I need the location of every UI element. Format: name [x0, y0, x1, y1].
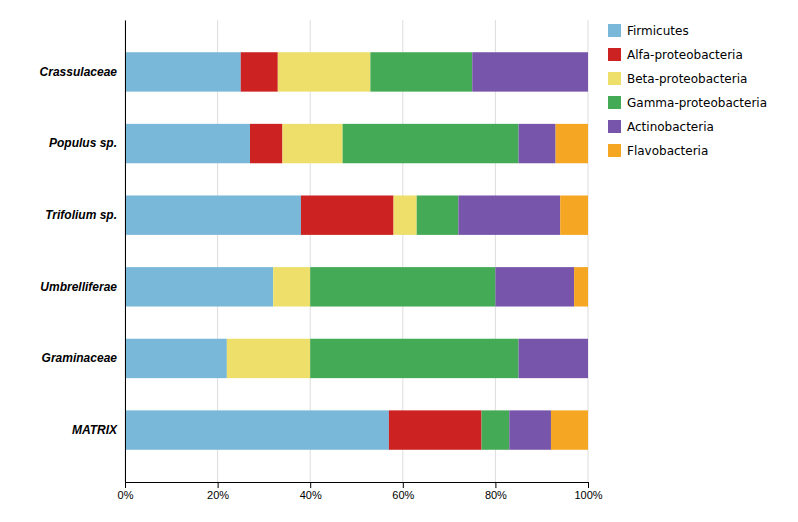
legend-swatch: [608, 24, 621, 37]
x-tick-mark: [310, 482, 311, 488]
y-tick: Graminaceae: [42, 351, 125, 365]
bar-segment: [125, 339, 227, 378]
x-tick-label: 60%: [392, 489, 414, 501]
bar-segment: [458, 195, 560, 234]
plot: 0% 20% 40% 60% 80% 100% Crassulaceae Populus sp…: [40, 20, 603, 501]
x-tick-mark: [218, 482, 219, 488]
x-tick: 60%: [392, 482, 414, 501]
legend-swatch: [608, 120, 621, 133]
bar-segment: [519, 339, 588, 378]
legend-label: Alfa-proteobacteria: [627, 48, 743, 62]
legend-item: Beta-proteobacteria: [608, 72, 747, 86]
series: [458, 52, 588, 450]
series: [310, 52, 518, 450]
bar-segment: [125, 124, 250, 163]
x-tick-label: 80%: [485, 489, 507, 501]
legend-swatch: [608, 48, 621, 61]
bar-segment: [301, 195, 394, 234]
legend-label: Gamma-proteobacteria: [627, 96, 767, 110]
y-tick-label: Graminaceae: [42, 351, 118, 365]
x-tick: 20%: [207, 482, 229, 501]
x-axis: 0% 20% 40% 60% 80% 100%: [118, 482, 603, 501]
y-tick: MATRIX: [72, 423, 125, 437]
bar-segment: [125, 410, 389, 449]
legend-swatch: [608, 96, 621, 109]
legend-item: Flavobacteria: [608, 144, 708, 158]
bar-segment: [278, 52, 371, 91]
grid-line: [125, 20, 126, 482]
y-axis: Crassulaceae Populus sp. Trifolium sp. Umbr…: [40, 21, 126, 483]
legend-item: Actinobacteria: [608, 120, 714, 134]
y-tick: Populus sp.: [49, 136, 125, 150]
legend-swatch: [608, 72, 621, 85]
bar-segment: [394, 195, 417, 234]
y-tick-label: Trifolium sp.: [45, 208, 117, 222]
bar-segment: [389, 410, 482, 449]
grid: [125, 20, 588, 482]
y-tick: Trifolium sp.: [45, 208, 125, 222]
bar-segment: [551, 410, 588, 449]
x-tick: 40%: [300, 482, 322, 501]
bar-segment: [125, 267, 273, 306]
y-tick: Umbrelliferae: [40, 280, 125, 294]
bar-segment: [588, 52, 589, 91]
bar-segment: [250, 124, 282, 163]
y-tick-label: MATRIX: [72, 423, 118, 437]
x-axis-line: [126, 483, 589, 489]
bar-segment: [310, 267, 495, 306]
y-axis-line: [125, 21, 126, 483]
legend-swatch: [608, 144, 621, 157]
bar-segment: [519, 124, 556, 163]
x-tick-mark: [495, 482, 496, 488]
bar-segment: [310, 339, 518, 378]
x-tick-label: 40%: [300, 489, 322, 501]
bar-segment: [574, 267, 588, 306]
bar-segment: [241, 52, 278, 91]
series: [125, 52, 389, 450]
bar-segment: [370, 52, 472, 91]
series: [227, 52, 417, 378]
bar-segment: [560, 195, 588, 234]
x-tick: 80%: [485, 482, 507, 501]
bar-segment: [495, 267, 574, 306]
y-tick-label: Umbrelliferae: [40, 280, 117, 294]
legend-label: Actinobacteria: [627, 120, 714, 134]
x-tick-label: 100%: [574, 489, 602, 501]
chart: 0% 20% 40% 60% 80% 100% Crassulaceae Populus sp…: [0, 0, 798, 522]
bar-segment: [227, 339, 310, 378]
y-tick-label: Crassulaceae: [40, 65, 118, 79]
y-tick-label: Populus sp.: [49, 136, 117, 150]
x-tick-mark: [588, 482, 589, 488]
x-tick-label: 0%: [118, 489, 134, 501]
bar-segment: [417, 195, 459, 234]
bar-segment: [125, 52, 241, 91]
bar-segment: [472, 52, 588, 91]
legend-label: Beta-proteobacteria: [627, 72, 747, 86]
bars: [125, 52, 588, 450]
legend-item: Alfa-proteobacteria: [608, 48, 743, 62]
legend-label: Flavobacteria: [627, 144, 708, 158]
legend-item: Firmicutes: [608, 24, 689, 38]
bar-segment: [343, 124, 519, 163]
legend-label: Firmicutes: [627, 24, 689, 38]
bar-segment: [588, 339, 589, 378]
legend: Firmicutes Alfa-proteobacteria Beta-proteo…: [608, 24, 767, 158]
bar-segment: [556, 124, 588, 163]
x-tick-mark: [125, 482, 126, 488]
y-tick: Crassulaceae: [40, 65, 125, 79]
x-tick-label: 20%: [207, 489, 229, 501]
bar-segment: [482, 410, 510, 449]
bar-segment: [282, 124, 342, 163]
x-tick: 100%: [574, 482, 602, 501]
series: [241, 52, 482, 450]
bar-segment: [509, 410, 551, 449]
bar-segment: [125, 195, 301, 234]
x-tick-mark: [403, 482, 404, 488]
bar-segment: [273, 267, 310, 306]
series: [551, 124, 588, 450]
x-tick: 0%: [118, 482, 134, 501]
legend-item: Gamma-proteobacteria: [608, 96, 767, 110]
